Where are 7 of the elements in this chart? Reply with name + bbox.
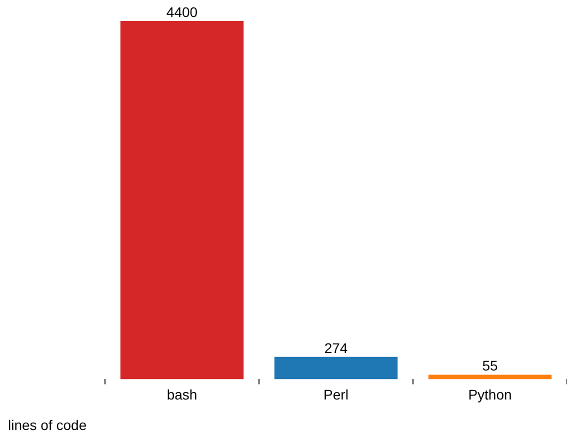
x-tick-label: bash — [166, 386, 198, 402]
x-tick-label: Python — [468, 386, 512, 402]
data-label: 4400 — [166, 4, 198, 20]
data-label: 274 — [324, 340, 348, 356]
text: lines of code — [8, 417, 87, 433]
data-label: 55 — [482, 358, 498, 374]
x-tick-label: Perl — [324, 386, 348, 402]
